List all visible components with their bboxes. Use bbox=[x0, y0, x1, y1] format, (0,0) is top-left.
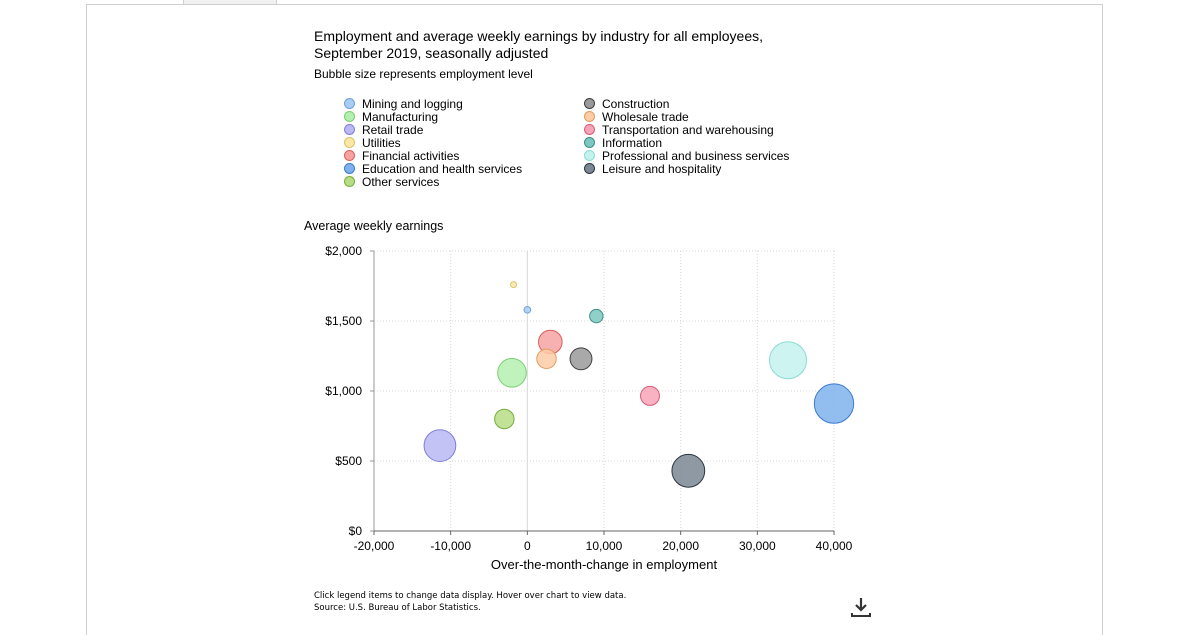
x-tick-label: -10,000 bbox=[430, 539, 471, 553]
legend-item-professional-business[interactable]: Professional and business services bbox=[584, 148, 790, 163]
y-tick-label: $500 bbox=[335, 454, 362, 468]
legend-label: Leisure and hospitality bbox=[602, 161, 722, 176]
legend-right: Construction Wholesale trade Transportat… bbox=[584, 96, 790, 176]
x-tick-label: 10,000 bbox=[586, 539, 623, 553]
bubble-information[interactable]: Information bbox=[589, 308, 604, 324]
y-tick-label: $0 bbox=[349, 524, 363, 538]
chart-title-line-1: Employment and average weekly earnings b… bbox=[314, 28, 764, 44]
bubble-retail-trade[interactable]: Retail trade bbox=[423, 429, 457, 462]
legend-marker bbox=[584, 137, 595, 148]
legend-item-education-health[interactable]: Education and health services bbox=[344, 161, 523, 176]
legend-item-leisure-hospitality[interactable]: Leisure and hospitality bbox=[584, 161, 789, 176]
legend-label: Education and health services bbox=[362, 161, 523, 176]
bubble-professional-and-business-services[interactable]: Professional and business services bbox=[768, 341, 808, 380]
bubble-manufacturing[interactable]: Manufacturing bbox=[497, 357, 527, 388]
y-tick-label: $2,000 bbox=[325, 244, 362, 258]
legend-label: Financial activities bbox=[362, 148, 460, 163]
download-icon[interactable] bbox=[850, 596, 872, 618]
y-tick-label: $1,000 bbox=[325, 384, 362, 398]
x-tick-label: 30,000 bbox=[739, 539, 776, 553]
legend-marker bbox=[584, 124, 595, 135]
content-frame bbox=[86, 4, 1103, 635]
legend-marker bbox=[584, 163, 595, 174]
legend-label: Professional and business services bbox=[602, 148, 790, 163]
legend-item-other-services[interactable]: Other services bbox=[344, 174, 522, 189]
chart-title: Employment and average weekly earnings b… bbox=[314, 28, 814, 62]
legend-label: Manufacturing bbox=[362, 109, 439, 124]
legend-label: Mining and logging bbox=[362, 96, 463, 111]
x-axis-title: Over-the-month-change in employment bbox=[491, 557, 718, 572]
legend-item-construction[interactable]: Construction bbox=[584, 96, 789, 111]
legend-label: Construction bbox=[602, 96, 670, 111]
legend-item-mining-logging[interactable]: Mining and logging bbox=[344, 96, 522, 111]
tab-stub[interactable] bbox=[183, 0, 277, 5]
legend-label: Information bbox=[602, 135, 663, 150]
bubble-mining-and-logging[interactable]: Mining and logging bbox=[523, 305, 532, 314]
legend-item-wholesale-trade[interactable]: Wholesale trade bbox=[584, 109, 789, 124]
x-tick-label: 0 bbox=[524, 539, 531, 553]
legend-marker bbox=[344, 111, 355, 122]
legend-item-manufacturing[interactable]: Manufacturing bbox=[344, 109, 522, 124]
bubble-leisure-and-hospitality[interactable]: Leisure and hospitality bbox=[671, 453, 706, 488]
bubble-education-and-health-services[interactable]: Education and health services bbox=[813, 383, 855, 424]
legend-item-retail-trade[interactable]: Retail trade bbox=[344, 122, 522, 137]
legend-item-utilities[interactable]: Utilities bbox=[344, 135, 522, 150]
bubble-transportation-and-warehousing[interactable]: Transportation and warehousing bbox=[640, 385, 660, 406]
y-axis-title: Average weekly earnings bbox=[304, 219, 444, 233]
bubble-chart[interactable]: $0 $500 $1,000 $1,500 $2,000 -20,000 -10,000 0 1… bbox=[300, 240, 860, 580]
legend-marker bbox=[344, 137, 355, 148]
legend-marker bbox=[584, 111, 595, 122]
x-tick-label: 20,000 bbox=[662, 539, 699, 553]
legend-item-transportation-warehousing[interactable]: Transportation and warehousing bbox=[584, 122, 789, 137]
legend-marker bbox=[584, 150, 595, 161]
bubble-construction[interactable]: Construction bbox=[569, 347, 593, 371]
legend-label: Wholesale trade bbox=[602, 109, 689, 124]
chart-instructions: Click legend items to change data displa… bbox=[314, 591, 627, 601]
legend-item-financial-activities[interactable]: Financial activities bbox=[344, 148, 522, 163]
legend-label: Other services bbox=[362, 174, 440, 189]
chart-title-line-2: September 2019, seasonally adjusted bbox=[314, 45, 549, 61]
legend-marker bbox=[584, 98, 595, 109]
legend-left: Mining and logging Manufacturing Retail … bbox=[344, 96, 523, 189]
chart-subtitle: Bubble size represents employment level bbox=[314, 67, 533, 81]
bubble-utilities[interactable]: Utilities bbox=[510, 281, 517, 289]
legend-marker bbox=[344, 150, 355, 161]
legend-marker bbox=[344, 124, 355, 135]
bubble-wholesale-trade[interactable]: Wholesale trade bbox=[536, 348, 557, 370]
legend-item-information[interactable]: Information bbox=[584, 135, 789, 150]
legend-marker bbox=[344, 163, 355, 174]
bubble-other-services[interactable]: Other services bbox=[494, 408, 515, 430]
legend-marker bbox=[344, 176, 355, 187]
chart-notes: Click legend items to change data displa… bbox=[314, 590, 626, 614]
x-tick-label: 40,000 bbox=[816, 539, 853, 553]
legend-marker bbox=[344, 98, 355, 109]
legend-label: Retail trade bbox=[362, 122, 424, 137]
x-tick-label: -20,000 bbox=[354, 539, 395, 553]
y-tick-label: $1,500 bbox=[325, 314, 362, 328]
chart-source: Source: U.S. Bureau of Labor Statistics. bbox=[314, 603, 481, 613]
legend-label: Transportation and warehousing bbox=[602, 122, 774, 137]
legend-label: Utilities bbox=[362, 135, 401, 150]
